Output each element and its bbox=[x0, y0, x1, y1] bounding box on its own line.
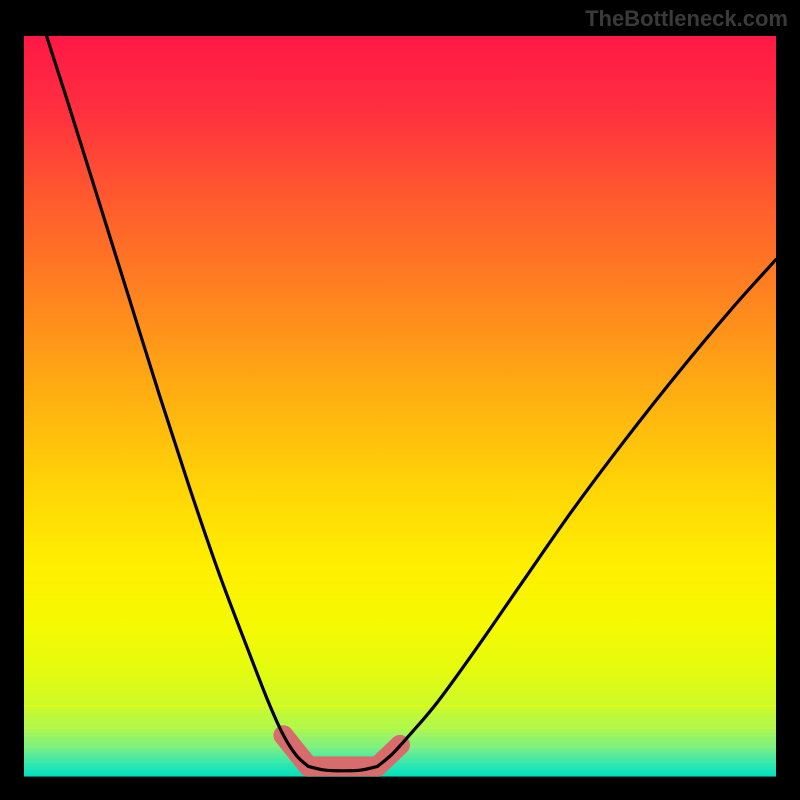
bottleneck-curve-right bbox=[377, 259, 776, 766]
chart-container: TheBottleneck.com bbox=[0, 0, 800, 800]
watermark-label: TheBottleneck.com bbox=[585, 6, 788, 32]
chart-overlay bbox=[0, 0, 800, 800]
bottleneck-curve-left bbox=[47, 36, 309, 766]
